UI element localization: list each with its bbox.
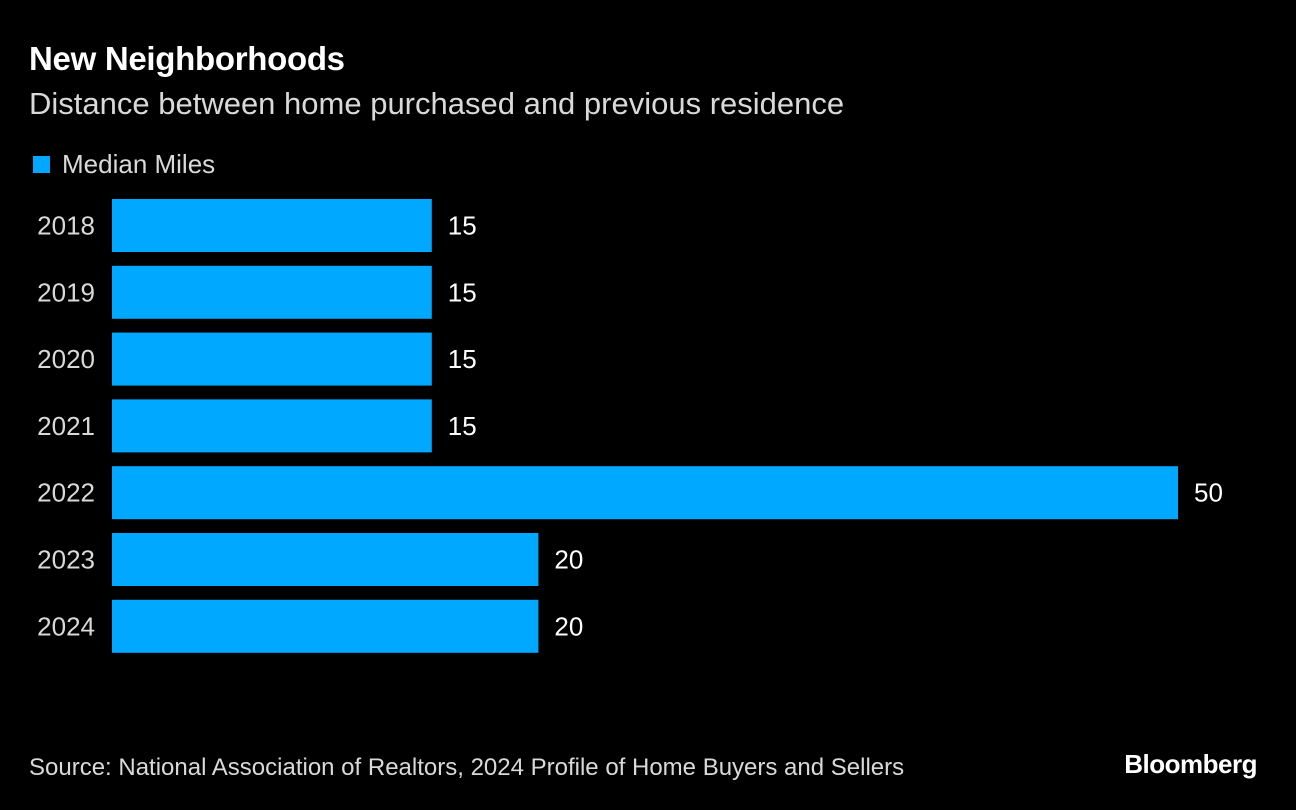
bar-2020 — [112, 332, 432, 386]
bar-2023 — [112, 533, 539, 586]
value-label-2023: 20 — [554, 545, 583, 575]
category-label-2024: 2024 — [37, 611, 95, 641]
category-label-2022: 2022 — [37, 478, 95, 508]
value-label-2021: 15 — [448, 411, 477, 441]
category-label-2020: 2020 — [37, 344, 95, 374]
chart-subtitle: Distance between home purchased and prev… — [29, 86, 845, 121]
bloomberg-logo: Bloomberg — [1124, 749, 1257, 779]
value-label-2022: 50 — [1194, 478, 1223, 508]
value-label-2019: 15 — [448, 277, 477, 307]
value-label-2020: 15 — [448, 344, 477, 374]
bar-2021 — [112, 399, 432, 453]
legend: Median Miles — [33, 149, 215, 180]
value-label-2024: 20 — [554, 611, 583, 641]
category-label-2019: 2019 — [37, 277, 95, 307]
chart-title: New Neighborhoods — [29, 40, 345, 77]
legend-label: Median Miles — [62, 149, 216, 179]
source-note: Source: National Association of Realtors… — [29, 754, 905, 781]
category-label-2021: 2021 — [37, 411, 95, 441]
legend-swatch — [33, 156, 50, 173]
category-label-2018: 2018 — [37, 211, 95, 241]
bar-2018 — [112, 199, 432, 252]
value-label-2018: 15 — [448, 211, 477, 241]
bar-2019 — [112, 265, 432, 319]
category-label-2023: 2023 — [37, 545, 95, 575]
bar-2024 — [112, 599, 539, 653]
bar-2022 — [112, 466, 1178, 520]
